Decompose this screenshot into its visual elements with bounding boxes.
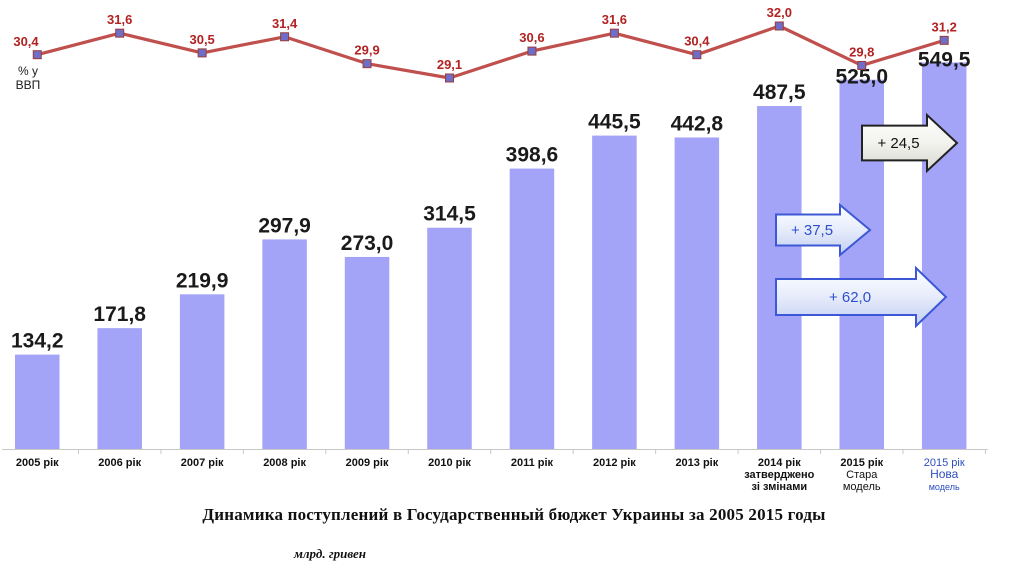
category-label-line: 2005 рік bbox=[16, 457, 59, 469]
bar bbox=[15, 354, 60, 449]
arrow-annotation-label: + 24,5 bbox=[877, 135, 919, 152]
arrow-annotation bbox=[775, 202, 872, 258]
category-label-line: затверджено bbox=[744, 469, 814, 481]
bar-value-label: 487,5 bbox=[753, 81, 806, 104]
line-value-label: 31,6 bbox=[107, 12, 132, 27]
bar-value-label: 219,9 bbox=[176, 269, 229, 292]
line-marker bbox=[362, 59, 372, 69]
unit-label: млрд. гривен bbox=[293, 546, 367, 561]
category-label-line: 2006 рік bbox=[98, 457, 141, 469]
line-marker bbox=[857, 60, 867, 70]
line-axis-label-line: ВВП bbox=[16, 78, 41, 92]
line-marker bbox=[527, 46, 537, 56]
category-label-line: 2014 рік bbox=[758, 457, 801, 469]
line-value-label: 30,4 bbox=[684, 34, 710, 49]
bar bbox=[509, 168, 555, 449]
category-label: 2005 рік bbox=[16, 457, 59, 469]
category-label-line: модель bbox=[843, 481, 881, 493]
category-label-line: 2013 рік bbox=[675, 457, 718, 469]
category-label-line: модель bbox=[929, 482, 960, 492]
bar bbox=[427, 227, 472, 449]
category-label-line: 2015 рік bbox=[840, 457, 883, 469]
bar-value-label: 297,9 bbox=[258, 214, 311, 237]
category-label: 2007 рік bbox=[181, 457, 224, 469]
bar-value-label: 525,0 bbox=[835, 66, 888, 89]
line-axis-label-line: % у bbox=[18, 64, 38, 78]
bar-value-label: 398,6 bbox=[506, 144, 559, 167]
category-label: 2015 рік Нова модель bbox=[924, 457, 965, 492]
line-marker bbox=[32, 50, 42, 60]
category-label: 2009 рік bbox=[346, 457, 389, 469]
line-value-label: 29,9 bbox=[354, 43, 379, 58]
category-label-line: зі змінами bbox=[751, 481, 807, 493]
arrow-annotation-label: + 62,0 bbox=[829, 289, 871, 306]
line-marker bbox=[280, 32, 290, 42]
line-value-label: 31,4 bbox=[272, 16, 298, 31]
category-label-line: 2009 рік bbox=[346, 457, 389, 469]
line-axis-label: % у ВВП bbox=[16, 64, 41, 92]
line-marker bbox=[115, 28, 125, 38]
line-marker bbox=[445, 73, 454, 83]
line-value-label: 29,1 bbox=[437, 57, 462, 72]
category-label-line: Стара bbox=[846, 469, 878, 481]
arrow-annotation-label: + 37,5 bbox=[791, 222, 833, 239]
category-label: 2012 рік bbox=[593, 457, 636, 469]
category-label-line: 2008 рік bbox=[263, 457, 306, 469]
line-value-label: 30,4 bbox=[13, 34, 39, 49]
line-series bbox=[36, 24, 945, 80]
line-marker bbox=[774, 21, 784, 31]
category-label-line: 2007 рік bbox=[181, 457, 224, 469]
bar-value-label: 314,5 bbox=[423, 203, 476, 226]
bar bbox=[674, 137, 720, 449]
line-value-label: 31,6 bbox=[602, 12, 627, 27]
bar bbox=[179, 294, 225, 449]
line-value-label: 31,2 bbox=[932, 19, 957, 34]
category-label-line: 2010 рік bbox=[428, 457, 471, 469]
bar-value-label: 442,8 bbox=[671, 112, 724, 135]
category-label: 2010 рік bbox=[428, 457, 471, 469]
line-marker bbox=[939, 35, 949, 45]
category-label: 2011 рік bbox=[511, 457, 554, 469]
chart-svg: 2005 рік 2006 рік 2007 рік 2008 рік 2009 рік… bbox=[2, 5, 988, 493]
bar bbox=[344, 256, 390, 449]
line-value-label: 29,8 bbox=[849, 44, 874, 59]
bar-value-label: 273,0 bbox=[341, 232, 394, 255]
line-marker bbox=[692, 50, 702, 60]
category-label-line: 2012 рік bbox=[593, 457, 636, 469]
bar bbox=[262, 239, 307, 449]
bar bbox=[757, 106, 802, 449]
category-label-line: 2015 рік bbox=[924, 457, 965, 469]
line-value-label: 32,0 bbox=[767, 5, 792, 20]
arrow-annotation bbox=[861, 112, 959, 174]
category-label: 2006 рік bbox=[98, 457, 141, 469]
line-value-label: 30,5 bbox=[189, 32, 214, 47]
bar bbox=[97, 328, 142, 449]
arrow-annotation bbox=[775, 265, 948, 329]
category-label: 2015 рік Стара модель bbox=[840, 457, 883, 493]
line-value-label: 30,6 bbox=[519, 30, 544, 45]
bar-value-label: 134,2 bbox=[11, 330, 64, 353]
line-marker bbox=[197, 48, 207, 58]
bar-value-label: 445,5 bbox=[588, 111, 641, 134]
chart-title: Динамика поступлений в Государственный б… bbox=[202, 505, 826, 524]
category-label-line: 2011 рік bbox=[511, 457, 554, 469]
category-label: 2013 рік bbox=[675, 457, 718, 469]
category-label-line: Нова bbox=[930, 467, 959, 481]
bar-value-label: 171,8 bbox=[93, 303, 146, 326]
category-label: 2014 рік затверджено зі змінами bbox=[744, 457, 814, 493]
category-label: 2008 рік bbox=[263, 457, 306, 469]
bar bbox=[592, 135, 637, 449]
line-marker bbox=[609, 28, 619, 38]
bar-value-label: 549,5 bbox=[918, 48, 971, 71]
